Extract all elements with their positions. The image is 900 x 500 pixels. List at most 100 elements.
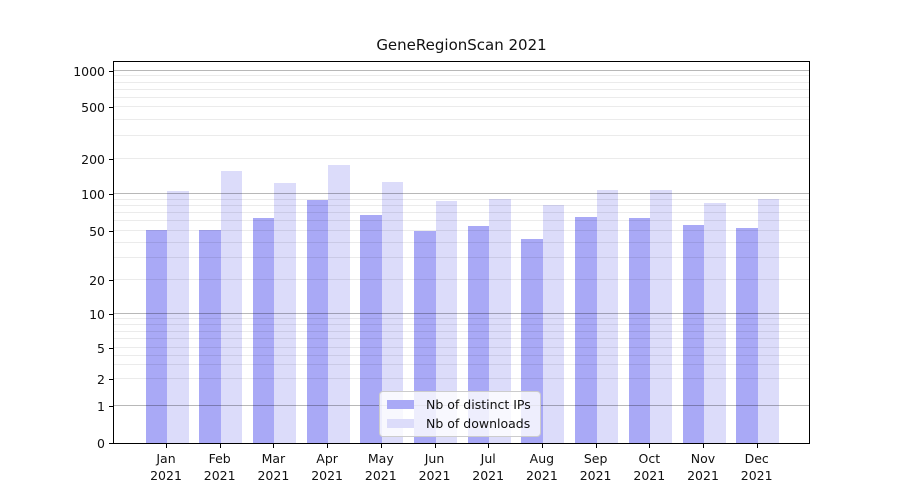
gridline-minor: [114, 338, 809, 340]
gridline-minor: [114, 118, 809, 120]
bar-downloads-feb: [220, 171, 243, 443]
legend-item-downloads: Nb of downloads: [387, 416, 531, 431]
gridline-minor: [114, 198, 809, 200]
gridline-minor: [114, 158, 809, 159]
bar-distinct-ips-apr: [306, 200, 329, 443]
y-tick-label: 10: [89, 307, 105, 322]
legend-label-distinct-ips: Nb of distinct IPs: [426, 397, 531, 412]
gridline-major: [114, 313, 809, 314]
x-tick: [166, 444, 167, 448]
gridline-minor: [114, 135, 809, 136]
gridline-minor: [114, 75, 809, 77]
y-tick: [109, 406, 113, 407]
gridline-minor: [114, 364, 809, 366]
x-tick-label: Feb 2021: [203, 451, 236, 483]
x-tick-label: Nov 2021: [687, 451, 719, 483]
y-tick: [109, 231, 113, 232]
y-tick: [109, 314, 113, 315]
x-tick-label: Aug 2021: [525, 451, 558, 483]
y-tick-label: 200: [81, 152, 105, 167]
y-tick-label: 1000: [73, 64, 105, 79]
x-tick: [327, 444, 329, 448]
y-tick: [109, 159, 113, 160]
bar-downloads-aug: [542, 204, 565, 443]
y-tick-label: 2: [97, 372, 105, 387]
bar-distinct-ips-feb: [199, 229, 221, 443]
gridline-minor: [114, 323, 809, 325]
gridline-minor: [114, 204, 809, 206]
legend: Nb of distinct IPs Nb of downloads: [379, 391, 541, 437]
bar-downloads-apr: [328, 164, 350, 443]
chart-title: GeneRegionScan 2021: [376, 36, 547, 54]
bar-distinct-ips-jul: [467, 225, 490, 443]
legend-swatch-distinct-ips: [387, 400, 414, 409]
bar-downloads-jan: [167, 190, 189, 443]
bar-downloads-mar: [274, 183, 296, 443]
gridline-minor: [114, 230, 809, 231]
legend-label-downloads: Nb of downloads: [426, 416, 531, 431]
x-tick: [434, 444, 436, 448]
gridline-minor: [114, 257, 809, 259]
y-tick: [109, 379, 113, 380]
y-tick-label: 1: [97, 399, 105, 414]
x-tick: [273, 444, 275, 448]
x-tick-label: Dec 2021: [740, 451, 773, 483]
bar-distinct-ips-mar: [252, 217, 275, 443]
gridline-minor: [114, 347, 809, 348]
bar-downloads-sep: [596, 190, 619, 443]
bar-distinct-ips-jan: [145, 229, 167, 443]
legend-item-distinct-ips: Nb of distinct IPs: [387, 397, 531, 412]
x-tick-label: Mar 2021: [257, 451, 290, 483]
y-tick: [109, 443, 113, 444]
bar-downloads-dec: [757, 199, 780, 443]
x-tick-label: May 2021: [364, 451, 397, 483]
y-tick-label: 5: [97, 341, 105, 356]
gridline-minor: [114, 106, 809, 107]
x-tick-label: Jun 2021: [418, 451, 451, 483]
bar-distinct-ips-dec: [736, 227, 758, 443]
x-tick-label: Oct 2021: [633, 451, 666, 483]
bar-distinct-ips-sep: [575, 217, 597, 443]
y-tick-label: 20: [89, 273, 105, 288]
y-tick: [109, 107, 113, 108]
x-tick: [649, 444, 651, 448]
gridline-major: [114, 70, 809, 71]
x-tick: [380, 444, 382, 448]
bar-downloads-jul: [489, 199, 511, 443]
y-tick-label: 0: [97, 436, 105, 451]
x-tick: [703, 444, 704, 448]
gridline-minor: [114, 88, 809, 90]
gridline-minor: [114, 354, 809, 356]
y-tick: [109, 348, 113, 349]
bar-distinct-ips-jun: [414, 231, 436, 443]
y-tick: [109, 71, 113, 72]
bar-distinct-ips-oct: [628, 217, 651, 443]
legend-swatch-downloads: [387, 419, 414, 428]
bar-downloads-oct: [650, 190, 672, 443]
x-tick: [595, 444, 597, 448]
x-tick-label: Jul 2021: [472, 451, 505, 483]
y-tick-label: 500: [81, 100, 105, 115]
gridline-major: [114, 193, 809, 194]
bar-downloads-nov: [704, 202, 726, 443]
gridline-minor: [114, 81, 809, 83]
x-tick-label: Apr 2021: [311, 451, 343, 483]
x-tick: [756, 444, 758, 448]
x-tick-label: Sep 2021: [579, 451, 612, 483]
gridline-minor: [114, 378, 809, 379]
bar-distinct-ips-nov: [682, 224, 704, 443]
y-tick: [109, 194, 113, 195]
bar-downloads-may: [381, 182, 404, 443]
x-tick: [219, 444, 221, 448]
gridline-minor: [114, 96, 809, 98]
y-tick-label: 50: [89, 224, 105, 239]
plot-area: Nb of distinct IPs Nb of downloads: [113, 61, 810, 444]
gridline-minor: [114, 318, 809, 320]
bar-downloads-jun: [435, 200, 457, 443]
x-tick: [541, 444, 543, 448]
gridline-minor: [114, 220, 809, 222]
x-tick-label: Jan 2021: [150, 451, 182, 483]
x-tick: [488, 444, 490, 448]
y-tick: [109, 280, 113, 281]
